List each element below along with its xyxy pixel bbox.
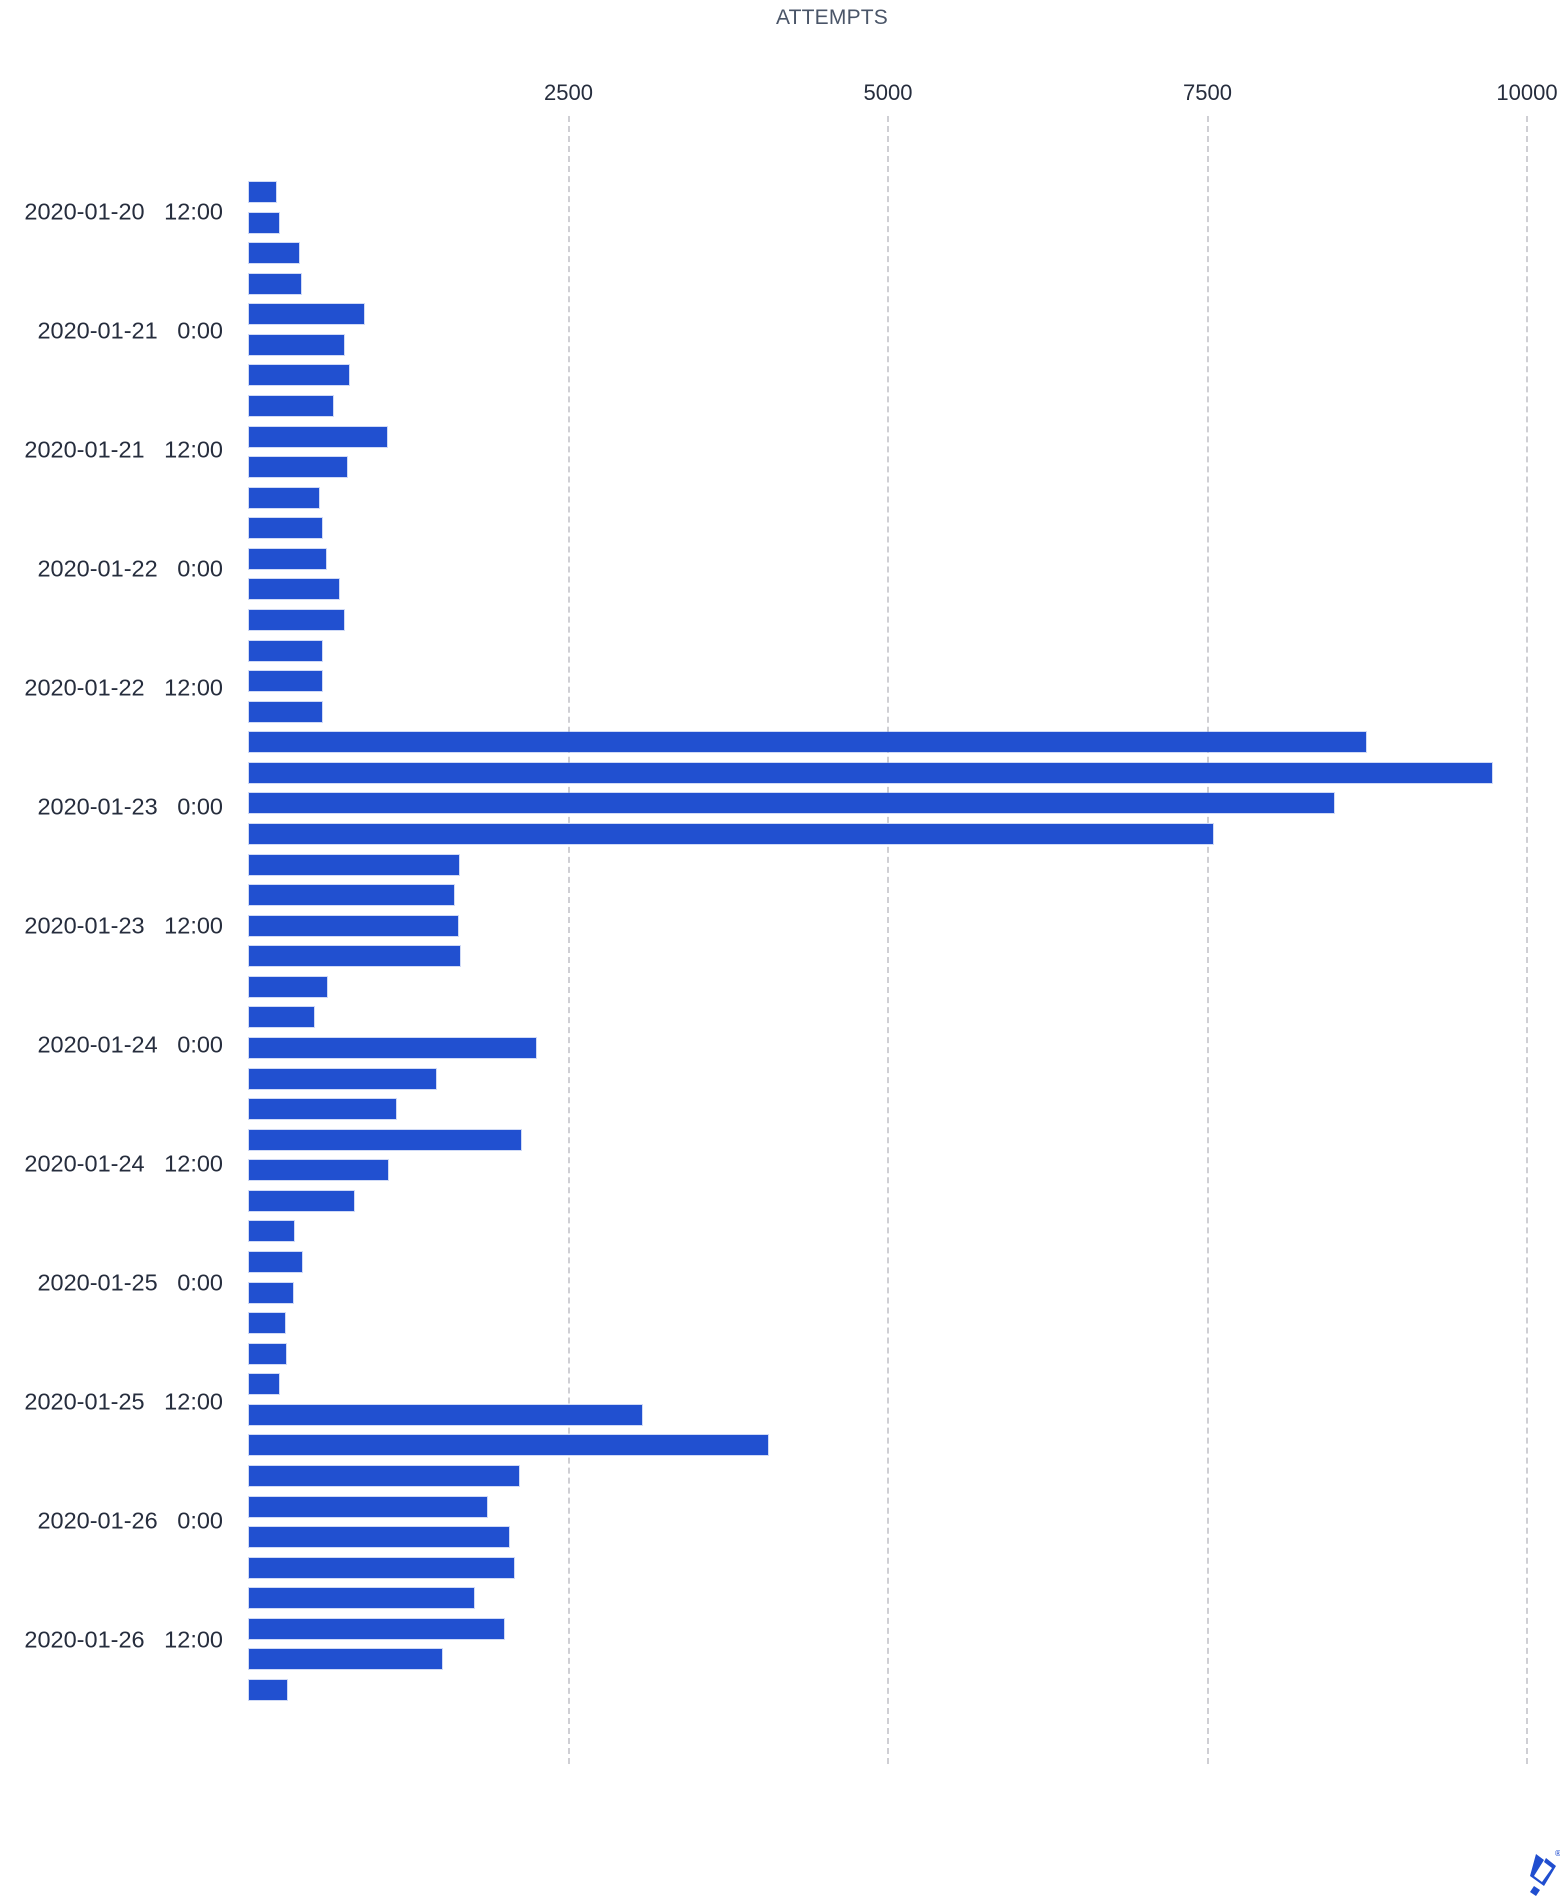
- gridline-2500: [567, 116, 570, 1764]
- y-tick-label: 2020-01-23 0:00: [37, 793, 223, 820]
- x-tick-label: 5000: [863, 80, 913, 105]
- bar[interactable]: [249, 671, 323, 692]
- y-tick-label: 2020-01-21 12:00: [24, 436, 223, 463]
- bar[interactable]: [249, 426, 388, 447]
- bar[interactable]: [249, 1282, 294, 1303]
- y-tick-label: 2020-01-22 0:00: [37, 555, 223, 582]
- bar[interactable]: [249, 701, 323, 722]
- bar[interactable]: [249, 1068, 437, 1089]
- bar[interactable]: [249, 1496, 487, 1517]
- bar[interactable]: [249, 334, 345, 355]
- bar[interactable]: [249, 1466, 520, 1486]
- bar[interactable]: [249, 212, 280, 233]
- bar[interactable]: [249, 640, 323, 661]
- bar[interactable]: [249, 1649, 442, 1670]
- bar[interactable]: [249, 793, 1335, 814]
- bar[interactable]: [249, 304, 365, 325]
- bar[interactable]: [249, 518, 323, 539]
- bar[interactable]: [249, 1435, 768, 1456]
- bar[interactable]: [249, 396, 334, 416]
- bar[interactable]: [249, 1190, 354, 1211]
- bar[interactable]: [249, 1252, 303, 1272]
- bar[interactable]: [249, 182, 276, 202]
- bar[interactable]: [249, 1343, 287, 1364]
- x-tick-label: 10000: [1496, 80, 1558, 105]
- bar[interactable]: [249, 732, 1366, 753]
- y-tick-label: 2020-01-26 12:00: [24, 1626, 223, 1653]
- bar[interactable]: [249, 1160, 389, 1181]
- bar[interactable]: [249, 548, 326, 569]
- x-tick-label: 2500: [544, 80, 593, 105]
- bar[interactable]: [249, 487, 320, 508]
- svg-text:®: ®: [1554, 1849, 1560, 1858]
- y-tick-label: 2020-01-25 12:00: [24, 1388, 223, 1415]
- bar[interactable]: [249, 1221, 294, 1242]
- gridline-10000: [1526, 116, 1528, 1764]
- bar[interactable]: [249, 854, 459, 875]
- bar[interactable]: [249, 1099, 396, 1120]
- y-tick-label: 2020-01-20 12:00: [24, 198, 223, 225]
- bar[interactable]: [249, 610, 345, 630]
- bar[interactable]: [249, 457, 348, 478]
- bar[interactable]: [249, 1129, 522, 1150]
- bar[interactable]: [249, 365, 350, 386]
- y-tick-label: 2020-01-26 0:00: [37, 1507, 223, 1534]
- bar[interactable]: [249, 1680, 287, 1700]
- bar[interactable]: [249, 273, 302, 294]
- y-tick-label: 2020-01-22 12:00: [24, 674, 223, 701]
- bar[interactable]: [249, 885, 455, 906]
- y-tick-label: 2020-01-25 0:00: [37, 1269, 223, 1296]
- gridline-7500: [1206, 116, 1209, 1764]
- bar[interactable]: [249, 1313, 285, 1334]
- bar[interactable]: [249, 1588, 474, 1609]
- brand-logo-icon: ®: [1530, 1849, 1560, 1896]
- bar[interactable]: [249, 915, 458, 936]
- bar[interactable]: [249, 1618, 504, 1639]
- bar[interactable]: [249, 579, 340, 600]
- y-tick-label: 2020-01-21 0:00: [37, 317, 223, 344]
- y-tick-label: 2020-01-23 12:00: [24, 912, 223, 939]
- x-tick-label: 7500: [1183, 80, 1232, 105]
- bar[interactable]: [249, 1007, 315, 1028]
- bar[interactable]: [249, 243, 299, 264]
- y-tick-label: 2020-01-24 0:00: [37, 1031, 223, 1058]
- bar[interactable]: [249, 762, 1493, 783]
- bar[interactable]: [249, 1527, 510, 1548]
- y-tick-label: 2020-01-24 12:00: [24, 1150, 223, 1177]
- bar[interactable]: [249, 946, 460, 967]
- bar[interactable]: [249, 1374, 280, 1395]
- gridline-5000: [887, 116, 889, 1764]
- bar[interactable]: [249, 1404, 642, 1425]
- chart-title: ATTEMPTS: [775, 6, 889, 29]
- bar[interactable]: [249, 824, 1214, 844]
- bar[interactable]: [249, 1038, 536, 1058]
- bar[interactable]: [249, 1557, 515, 1578]
- bar[interactable]: [249, 976, 327, 997]
